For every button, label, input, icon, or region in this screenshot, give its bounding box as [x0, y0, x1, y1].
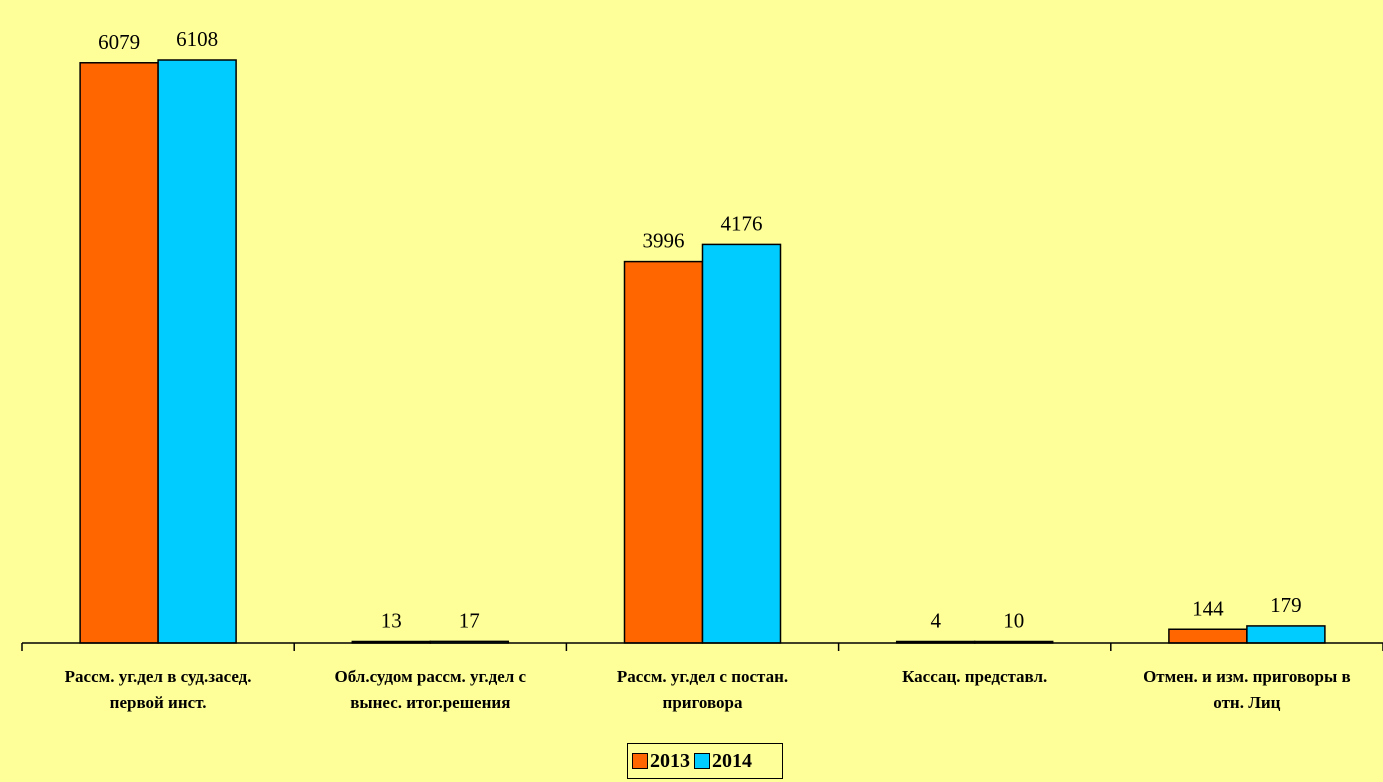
bar-2014-cat-2	[701, 243, 782, 644]
category-label-3: Кассац. представл.	[840, 664, 1110, 690]
value-label-2014-cat-2: 4176	[721, 211, 763, 235]
value-label-2014-cat-4: 179	[1270, 593, 1302, 617]
category-label-line: отн. Лиц	[1213, 693, 1281, 712]
bar-2014-cat-4	[1246, 625, 1326, 644]
value-label-2013-cat-3: 4	[930, 609, 941, 633]
legend-label-2013: 2013	[650, 749, 690, 772]
value-label-2014-cat-3: 10	[1003, 609, 1024, 633]
value-label-2013-cat-2: 3996	[643, 229, 685, 253]
category-label-line: первой инст.	[109, 693, 207, 712]
category-label-0: Рассм. уг.дел в суд.засед. первой инст.	[23, 664, 293, 716]
legend: 2013 2014	[627, 743, 783, 779]
legend-item-2014: 2014	[694, 750, 752, 773]
category-label-line: Рассм. уг.дел с постан.	[616, 667, 789, 686]
category-label-4: Отмен. и изм. приговоры в отн. Лиц	[1112, 664, 1382, 716]
category-label-line: приговора	[662, 693, 743, 712]
bar-2013-cat-4	[1168, 628, 1248, 644]
legend-label-2014: 2014	[712, 749, 752, 772]
category-label-1: Обл.судом рассм. уг.дел с вынес. итог.реш…	[295, 664, 565, 716]
bar-2013-cat-0	[79, 62, 159, 644]
category-label-2: Рассм. уг.дел с постан. приговора	[568, 664, 838, 716]
value-label-2013-cat-0: 6079	[98, 30, 140, 54]
legend-item-2013: 2013	[632, 750, 690, 773]
legend-swatch-2014	[694, 753, 710, 769]
value-label-2013-cat-4: 144	[1192, 596, 1224, 620]
legend-swatch-2013	[632, 753, 648, 769]
category-label-line: Кассац. представл.	[902, 667, 1048, 686]
value-label-2014-cat-0: 6108	[176, 27, 218, 51]
category-label-line: Обл.судом рассм. уг.дел с	[334, 667, 527, 686]
bar-2013-cat-2	[623, 260, 704, 644]
category-label-line: Отмен. и изм. приговоры в	[1143, 667, 1351, 686]
bar-2014-cat-0	[157, 59, 237, 644]
value-label-2014-cat-1: 17	[459, 608, 480, 632]
value-label-2013-cat-1: 13	[381, 609, 402, 633]
category-label-line: вынес. итог.решения	[350, 693, 511, 712]
category-label-line: Рассм. уг.дел в суд.засед.	[64, 667, 252, 686]
